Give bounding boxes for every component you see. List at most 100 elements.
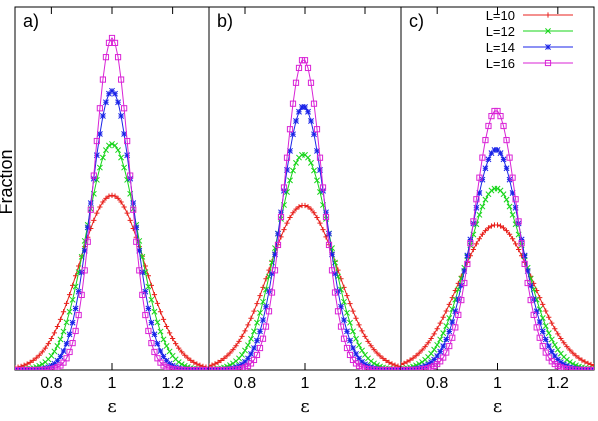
data-point <box>416 350 422 356</box>
data-point <box>573 353 579 359</box>
data-point <box>543 308 549 314</box>
data-point <box>24 361 30 367</box>
data-point <box>96 131 103 137</box>
data-point <box>268 289 276 296</box>
data-point <box>422 344 428 350</box>
data-point <box>443 323 450 329</box>
data-point <box>485 156 492 163</box>
data-point <box>319 184 327 191</box>
data-point <box>371 360 377 367</box>
data-point <box>431 331 437 337</box>
data-point <box>539 342 546 350</box>
data-point <box>166 365 173 370</box>
data-point <box>102 99 109 106</box>
data-point <box>248 315 254 321</box>
data-point <box>316 154 324 161</box>
data-point <box>293 118 299 124</box>
data-point <box>428 335 434 342</box>
data-point <box>419 347 425 353</box>
data-point <box>410 355 416 361</box>
data-point <box>154 300 161 307</box>
data-point <box>515 218 522 225</box>
series-l10 <box>209 202 401 370</box>
data-point <box>136 247 143 254</box>
data-point <box>263 276 269 282</box>
data-point <box>317 220 323 226</box>
data-point <box>452 308 459 315</box>
data-point <box>284 167 290 173</box>
data-point <box>479 231 486 237</box>
data-point <box>579 357 585 363</box>
data-point <box>121 105 128 112</box>
data-point <box>383 357 389 364</box>
series-l10 <box>15 192 209 370</box>
data-point <box>591 362 594 369</box>
data-point <box>494 185 501 192</box>
data-point <box>112 142 118 149</box>
data-point <box>106 142 112 149</box>
legend-marker <box>544 59 552 67</box>
data-point <box>118 199 124 205</box>
data-point <box>542 323 549 329</box>
data-point <box>338 276 344 282</box>
data-point <box>361 365 369 370</box>
data-point <box>332 270 338 277</box>
data-point <box>51 330 58 336</box>
data-point <box>440 343 447 350</box>
data-point <box>476 211 483 218</box>
data-point <box>437 336 444 343</box>
data-point <box>72 327 79 335</box>
data-point <box>304 64 312 72</box>
data-point <box>96 105 103 112</box>
data-point <box>253 351 261 359</box>
data-point <box>151 292 158 298</box>
data-point <box>305 154 311 161</box>
data-point <box>533 308 540 315</box>
data-point <box>136 267 143 274</box>
data-point <box>142 311 149 319</box>
data-point <box>109 87 115 94</box>
data-point <box>524 268 531 274</box>
data-point <box>437 320 443 326</box>
data-point <box>497 223 504 229</box>
data-point <box>344 328 350 335</box>
data-point <box>91 217 97 223</box>
data-point <box>239 333 245 339</box>
data-point <box>127 217 133 223</box>
data-point <box>506 231 513 237</box>
panel-frame <box>14 6 210 371</box>
data-point <box>536 319 543 326</box>
data-point <box>585 360 591 366</box>
series-line <box>401 149 594 370</box>
data-point <box>341 317 347 324</box>
data-point <box>350 308 356 314</box>
data-point <box>163 357 170 364</box>
data-point <box>173 341 179 347</box>
data-point <box>60 309 67 315</box>
data-point <box>175 359 182 366</box>
x-tick-label: 1.2 <box>354 375 376 392</box>
data-point <box>63 355 70 362</box>
data-point <box>242 358 248 365</box>
data-point <box>509 174 516 181</box>
data-point <box>69 296 76 303</box>
data-point <box>404 359 410 365</box>
data-point <box>413 353 419 359</box>
data-point <box>170 335 176 342</box>
data-point <box>347 337 353 344</box>
data-point <box>434 353 441 359</box>
data-point <box>133 238 140 245</box>
data-point <box>263 303 269 310</box>
data-point <box>314 177 320 184</box>
data-point <box>500 122 507 130</box>
data-point <box>401 360 407 366</box>
data-point <box>353 315 359 321</box>
data-point <box>139 291 146 299</box>
data-point <box>497 113 504 120</box>
data-point <box>509 190 516 196</box>
data-point <box>109 192 115 198</box>
data-point <box>296 108 302 115</box>
data-point <box>60 328 67 335</box>
panel-label: a) <box>23 11 39 31</box>
data-point <box>440 314 446 320</box>
